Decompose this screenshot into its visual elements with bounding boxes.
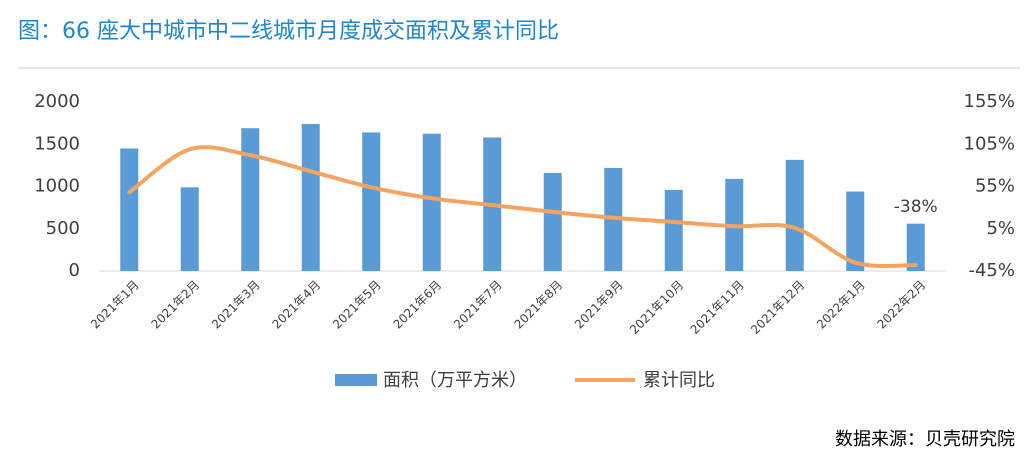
y-tick-label: 1000 <box>34 176 80 197</box>
x-tick-label: 2021年10月 <box>627 278 686 337</box>
y-tick-label: 0 <box>69 260 80 281</box>
y2-tick-label: 5% <box>986 218 1015 239</box>
x-tick-label: 2021年12月 <box>748 278 807 337</box>
x-tick-label: 2021年11月 <box>688 278 747 337</box>
bar <box>301 123 320 271</box>
legend-swatch <box>335 374 377 386</box>
x-tick-label: 2021年4月 <box>269 278 323 332</box>
source: 数据来源：贝壳研究院 <box>835 429 1015 450</box>
y2-tick-label: 105% <box>964 133 1015 154</box>
bar <box>543 172 562 271</box>
bar <box>906 223 925 271</box>
x-tick-label: 2022年2月 <box>874 278 928 332</box>
bar <box>241 128 260 271</box>
data-label: -38% <box>894 197 938 217</box>
bar <box>180 187 199 271</box>
bar <box>664 189 683 271</box>
y2-tick-label: 155% <box>964 91 1015 112</box>
legend-label: 面积（万平方米） <box>383 370 527 391</box>
chart-title: 图：66 座大中城市中二线城市月度成交面积及累计同比 <box>18 19 559 44</box>
y-tick-label: 2000 <box>34 91 80 112</box>
line <box>127 145 918 268</box>
x-tick-label: 2021年1月 <box>88 278 142 332</box>
x-tick-label: 2021年2月 <box>148 278 202 332</box>
y-tick-label: 500 <box>46 218 80 239</box>
x-tick-label: 2021年6月 <box>390 278 444 332</box>
bar <box>362 132 381 271</box>
bar <box>422 133 441 271</box>
x-tick-label: 2022年1月 <box>814 278 868 332</box>
legend-label: 累计同比 <box>643 370 715 391</box>
bar <box>120 148 139 271</box>
bar <box>846 191 865 271</box>
y-tick-label: 1500 <box>34 133 80 154</box>
x-tick-label: 2021年3月 <box>209 278 263 332</box>
y2-tick-label: -45% <box>968 260 1015 281</box>
x-tick-label: 2021年9月 <box>572 278 626 332</box>
y2-tick-label: 55% <box>975 176 1015 197</box>
x-tick-label: 2021年7月 <box>451 278 505 332</box>
x-tick-label: 2021年8月 <box>511 278 565 332</box>
x-tick-label: 2021年5月 <box>330 278 384 332</box>
bar <box>785 159 804 271</box>
